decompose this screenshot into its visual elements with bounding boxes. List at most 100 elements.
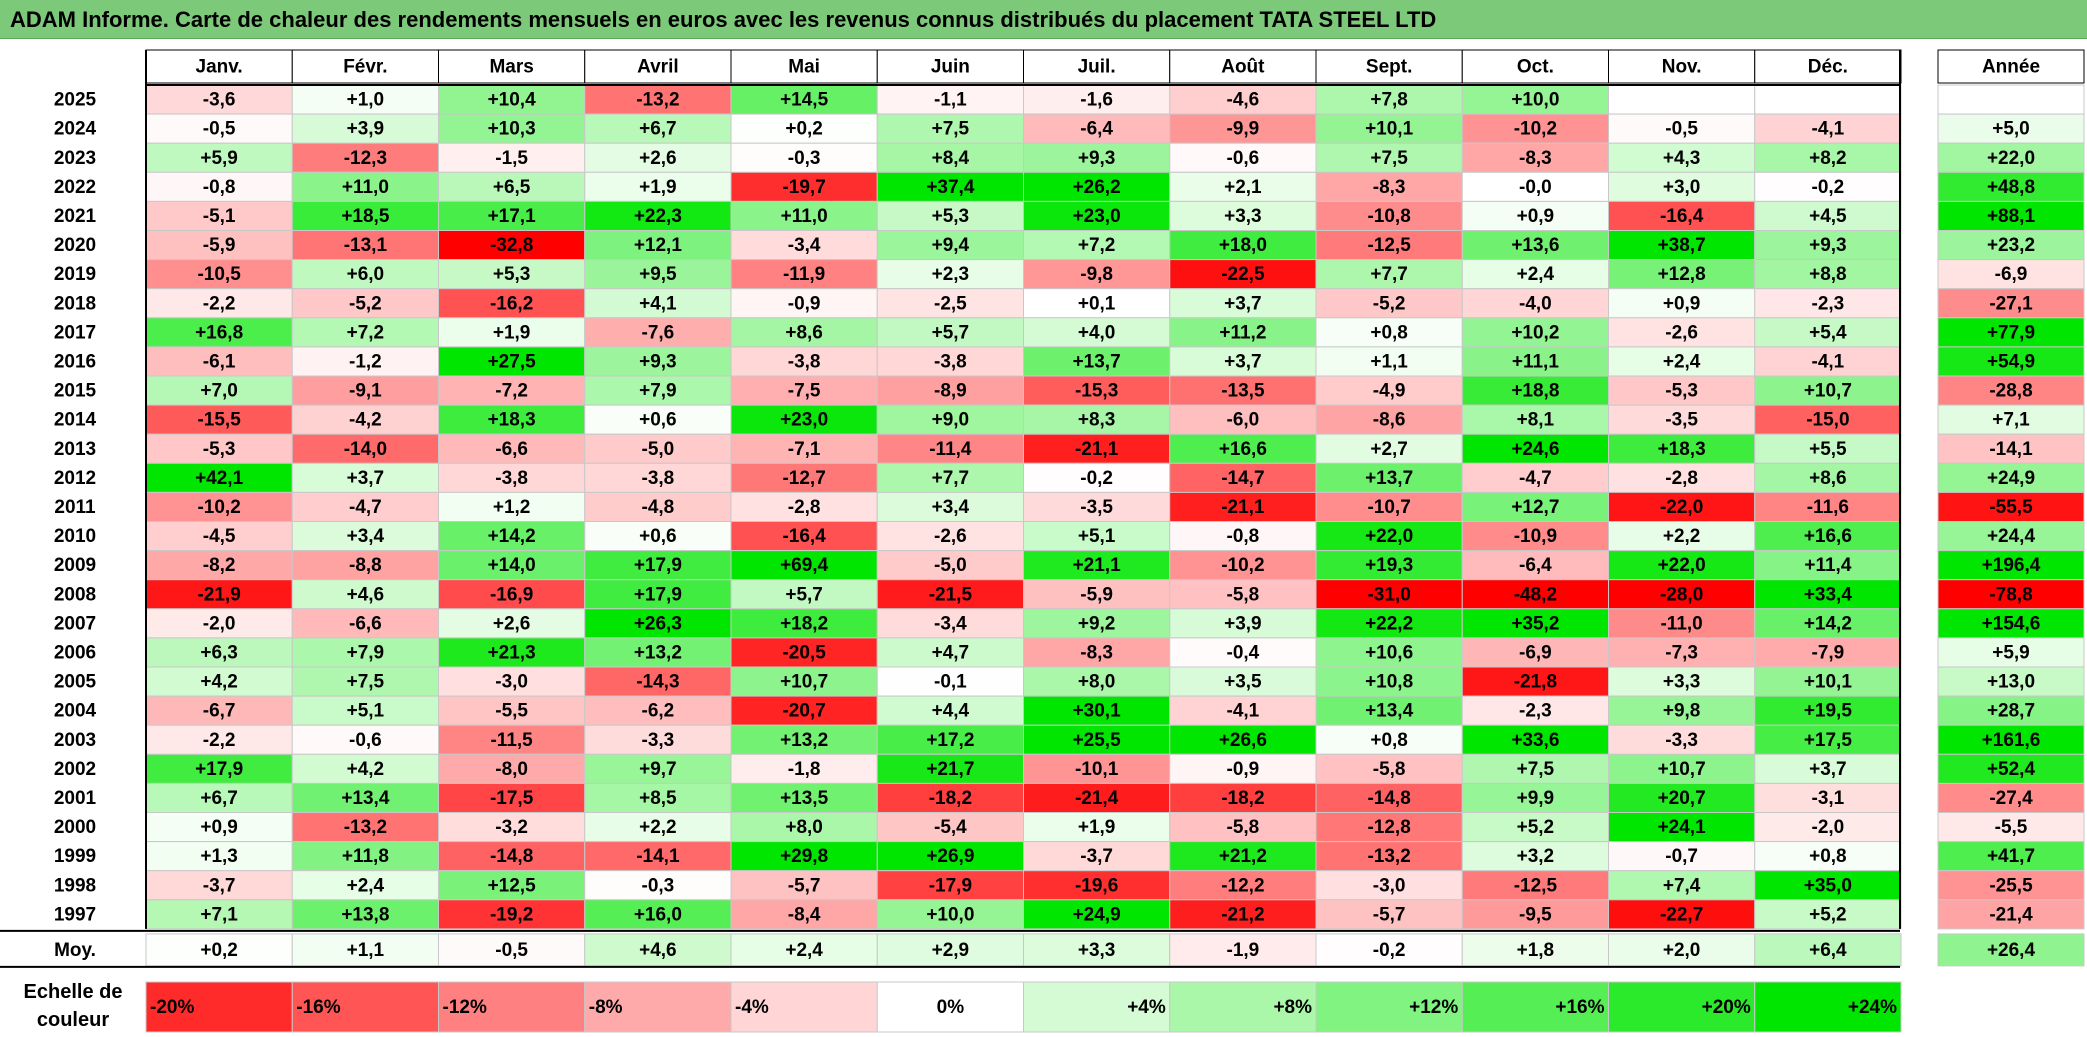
heatmap-cell-value: -6,1 bbox=[203, 351, 236, 372]
heatmap-cell-value: +12,1 bbox=[634, 235, 683, 256]
heatmap-cell-value: -10,5 bbox=[197, 264, 241, 285]
heatmap-cell bbox=[291, 608, 439, 639]
heatmap-cell bbox=[1023, 637, 1171, 668]
heatmap-cell-value: +18,3 bbox=[488, 410, 536, 431]
heatmap-cell-value: +11,0 bbox=[781, 206, 828, 227]
heatmap-cell bbox=[1754, 695, 1902, 726]
heatmap-cell bbox=[291, 870, 439, 901]
heatmap-cell bbox=[730, 724, 878, 755]
heatmap-cell bbox=[1023, 404, 1171, 435]
heatmap-cell bbox=[730, 666, 878, 697]
heatmap-cell bbox=[1754, 317, 1902, 348]
heatmap-cell bbox=[1169, 695, 1317, 726]
heatmap-cell bbox=[1608, 259, 1756, 290]
heatmap-cell-value: +14,5 bbox=[780, 90, 829, 111]
heatmap-cell bbox=[1754, 812, 1902, 843]
heatmap-cell bbox=[1169, 812, 1317, 843]
heatmap-cell-value: -14,8 bbox=[1367, 788, 1410, 809]
heatmap-cell bbox=[730, 579, 878, 610]
heatmap-cell-value: +13,6 bbox=[1511, 235, 1559, 256]
heatmap-cell bbox=[1461, 171, 1609, 202]
annual-cell-value: +41,7 bbox=[1987, 846, 2035, 867]
heatmap-cell-value: +3,2 bbox=[1517, 846, 1555, 867]
heatmap-cell bbox=[291, 579, 439, 610]
heatmap-cell bbox=[438, 200, 586, 231]
heatmap-cell-value: -0,5 bbox=[1665, 119, 1698, 140]
annual-cell-value: +7,1 bbox=[1992, 410, 2030, 431]
heatmap-cell-value: -22,7 bbox=[1660, 904, 1703, 925]
heatmap-cell bbox=[1023, 113, 1171, 144]
heatmap-cell bbox=[1754, 870, 1902, 901]
heatmap-cell bbox=[1315, 259, 1463, 290]
heatmap-cell bbox=[291, 462, 439, 493]
heatmap-cell bbox=[1608, 608, 1756, 639]
heatmap-cell-value: -8,2 bbox=[203, 555, 236, 576]
heatmap-cell-value: -14,7 bbox=[1221, 468, 1264, 489]
heatmap-cell-value: +9,3 bbox=[639, 351, 677, 372]
color-scale-swatch bbox=[876, 981, 1024, 1033]
heatmap-cell bbox=[291, 346, 439, 377]
heatmap-cell-value: +25,5 bbox=[1073, 730, 1122, 751]
row-year-label: 2002 bbox=[54, 759, 96, 780]
heatmap-cell bbox=[1169, 870, 1317, 901]
heatmap-cell-value: +2,6 bbox=[493, 613, 531, 634]
heatmap-cell bbox=[438, 259, 586, 290]
heatmap-cell bbox=[1754, 899, 1902, 930]
heatmap-cell bbox=[1461, 404, 1609, 435]
heatmap-cell-value: +18,0 bbox=[1219, 235, 1267, 256]
annual-cell-value: +77,9 bbox=[1987, 322, 2035, 343]
heatmap-cell bbox=[876, 200, 1024, 231]
heatmap-cell-value: -6,4 bbox=[1519, 555, 1552, 576]
month-header-label: Févr. bbox=[343, 57, 387, 78]
color-scale-swatch bbox=[584, 981, 732, 1033]
heatmap-cell-value: -10,2 bbox=[197, 497, 240, 518]
heatmap-cell-value: -21,2 bbox=[1221, 904, 1264, 925]
heatmap-cell-value: -3,8 bbox=[642, 468, 675, 489]
heatmap-cell-value: +4,4 bbox=[932, 701, 970, 722]
heatmap-cell-value: -9,9 bbox=[1227, 119, 1260, 140]
average-cell bbox=[1754, 933, 1902, 967]
month-header-label: Juil. bbox=[1078, 57, 1116, 78]
heatmap-cell-value: +38,7 bbox=[1658, 235, 1706, 256]
heatmap-cell-value: -21,1 bbox=[1075, 439, 1119, 460]
heatmap-cell-value: -28,0 bbox=[1660, 584, 1703, 605]
heatmap-cell-value: -22,0 bbox=[1660, 497, 1703, 518]
heatmap-cell bbox=[1608, 288, 1756, 319]
heatmap-cell-value: -12,7 bbox=[782, 468, 825, 489]
heatmap-cell-value: +11,0 bbox=[342, 177, 389, 198]
heatmap-cell-value: +5,2 bbox=[1809, 904, 1847, 925]
heatmap-cell-value: -5,8 bbox=[1227, 817, 1260, 838]
color-scale-swatch bbox=[438, 981, 586, 1033]
month-header-cell bbox=[1608, 49, 1756, 84]
heatmap-cell-value: +10,1 bbox=[1804, 672, 1853, 693]
heatmap-cell-value: +0,6 bbox=[639, 526, 677, 547]
row-year-label: 2023 bbox=[54, 148, 96, 169]
heatmap-cell bbox=[438, 812, 586, 843]
heatmap-cell bbox=[730, 462, 878, 493]
average-cell-value: +2,4 bbox=[785, 940, 823, 961]
heatmap-cell bbox=[1169, 433, 1317, 464]
heatmap-cell bbox=[1754, 259, 1902, 290]
heatmap-cell-value: +30,1 bbox=[1073, 701, 1122, 722]
heatmap-cell-value: +11,2 bbox=[1219, 322, 1266, 343]
heatmap-cell bbox=[1169, 753, 1317, 784]
heatmap-cell-value: +7,2 bbox=[347, 322, 385, 343]
heatmap-cell bbox=[438, 608, 586, 639]
heatmap-cell bbox=[1169, 462, 1317, 493]
average-row-label: Moy. bbox=[54, 940, 96, 961]
heatmap-cell-value: +13,8 bbox=[341, 904, 389, 925]
heatmap-cell bbox=[1169, 521, 1317, 552]
heatmap-cell-value: +7,4 bbox=[1663, 875, 1701, 896]
heatmap-cell-value: +16,6 bbox=[1219, 439, 1267, 460]
heatmap-cell-value: +26,3 bbox=[634, 613, 682, 634]
annual-cell-value: +13,0 bbox=[1987, 672, 2035, 693]
heatmap-cell bbox=[1169, 724, 1317, 755]
heatmap-cell bbox=[1315, 317, 1463, 348]
heatmap-cell-value: -19,7 bbox=[782, 177, 825, 198]
heatmap-cell bbox=[438, 724, 586, 755]
heatmap-cell bbox=[1461, 608, 1609, 639]
heatmap-cell-value: -3,2 bbox=[495, 817, 528, 838]
heatmap-cell-value: -0,8 bbox=[203, 177, 236, 198]
heatmap-cell-value: +20,7 bbox=[1658, 788, 1706, 809]
heatmap-cell-value: +9,9 bbox=[1517, 788, 1555, 809]
